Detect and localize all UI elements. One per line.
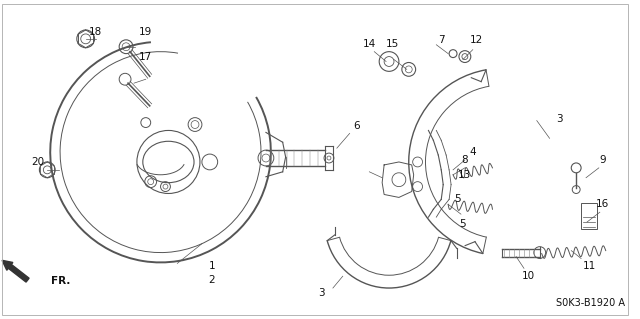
Text: 9: 9 bbox=[600, 155, 606, 165]
Text: 3: 3 bbox=[318, 288, 324, 298]
Text: 12: 12 bbox=[470, 35, 483, 45]
Text: S0K3-B1920 A: S0K3-B1920 A bbox=[557, 298, 625, 308]
Text: 6: 6 bbox=[353, 121, 360, 130]
Text: 1: 1 bbox=[209, 261, 215, 271]
FancyArrow shape bbox=[2, 260, 29, 282]
Text: 16: 16 bbox=[596, 199, 609, 209]
Text: 20: 20 bbox=[31, 157, 44, 167]
Text: 10: 10 bbox=[522, 271, 534, 281]
Text: 13: 13 bbox=[458, 170, 472, 180]
Text: 5: 5 bbox=[454, 194, 461, 204]
Text: 17: 17 bbox=[139, 52, 152, 62]
Text: 5: 5 bbox=[460, 219, 466, 229]
Text: 19: 19 bbox=[139, 27, 152, 37]
Text: 11: 11 bbox=[582, 261, 596, 271]
Text: 14: 14 bbox=[363, 39, 376, 49]
Text: 2: 2 bbox=[209, 275, 215, 285]
Text: 15: 15 bbox=[385, 39, 399, 49]
Text: 4: 4 bbox=[470, 147, 476, 157]
Text: 8: 8 bbox=[461, 155, 468, 165]
Text: FR.: FR. bbox=[51, 276, 70, 286]
Text: 7: 7 bbox=[438, 35, 445, 45]
Bar bbox=[581, 203, 597, 229]
Text: 18: 18 bbox=[89, 27, 102, 37]
Text: 3: 3 bbox=[556, 114, 563, 124]
